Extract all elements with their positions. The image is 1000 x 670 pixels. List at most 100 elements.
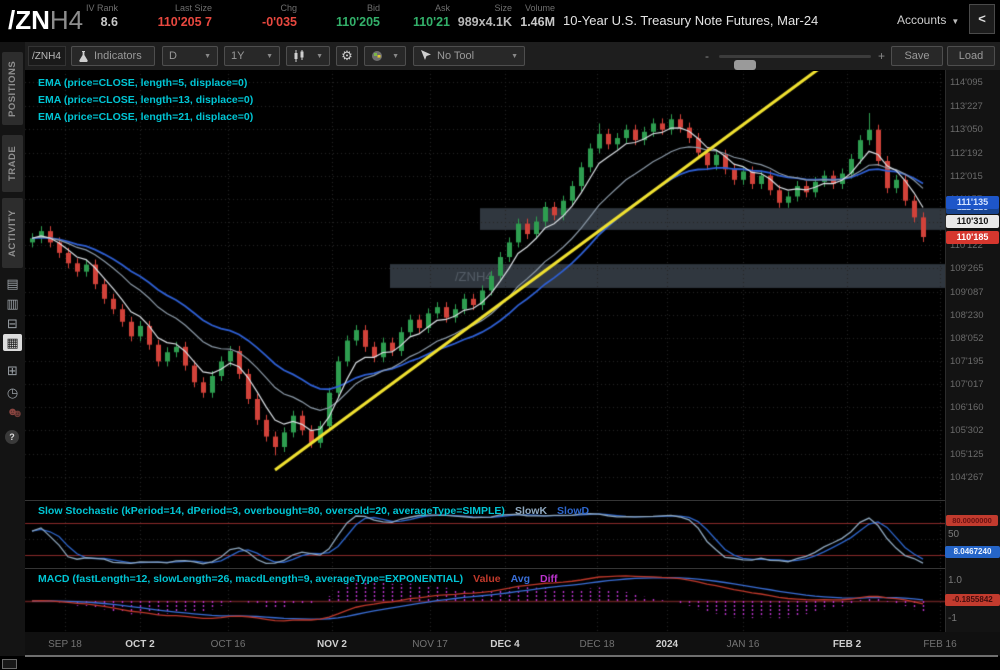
sidebar-tab-trade[interactable]: TRADE bbox=[2, 135, 23, 192]
macd-plot-avg: Avg bbox=[510, 573, 531, 585]
quote-field-value: 1.46M bbox=[520, 15, 555, 29]
drawing-tool-dropdown[interactable]: No Tool ▼ bbox=[413, 46, 525, 66]
sidebar-tab-activity[interactable]: ACTIVITY bbox=[2, 198, 23, 268]
quote-field-last-size: Last Size 110'205 7 bbox=[112, 3, 212, 31]
quote-field-ask: Ask 110'21 bbox=[385, 3, 450, 31]
macd-value-badge: -0.1855842 bbox=[945, 594, 1000, 606]
sidebar-tab-positions[interactable]: POSITIONS bbox=[2, 52, 23, 125]
ema5-bubble: 110'310 bbox=[946, 214, 999, 228]
stochastic-study-label[interactable]: Slow Stochastic (kPeriod=14, dPeriod=3, … bbox=[38, 505, 590, 517]
time-axis-label: JAN 16 bbox=[726, 639, 760, 650]
chart-style-dropdown[interactable]: ▼ bbox=[364, 46, 406, 66]
symbol-title: /ZNH4 bbox=[8, 5, 83, 36]
time-axis-label: OCT 16 bbox=[210, 639, 246, 650]
quote-field-chg: Chg -0'035 bbox=[217, 3, 297, 31]
quote-field-volume: Volume 1.46M bbox=[512, 3, 555, 31]
price-axis-label: 106'160 bbox=[950, 402, 984, 414]
ema-label-2[interactable]: EMA (price=CLOSE, length=21, displace=0) bbox=[38, 111, 254, 123]
quote-field-label: Bid bbox=[366, 3, 380, 13]
stats-icon[interactable]: ▥ bbox=[6, 296, 19, 311]
chart-settings-button[interactable]: ⚙ bbox=[336, 46, 358, 66]
panel-divider[interactable] bbox=[25, 500, 1000, 501]
quote-field-value: 110'205 7 bbox=[157, 15, 212, 29]
chevron-down-icon: ▼ bbox=[204, 52, 211, 60]
price-axis-label: 112'192 bbox=[950, 147, 983, 159]
chevron-down-icon: ▼ bbox=[316, 52, 323, 60]
price-axis-label: 105'125 bbox=[950, 448, 984, 460]
time-axis-label: DEC 4 bbox=[490, 639, 520, 650]
quote-field-label: Size bbox=[494, 3, 512, 13]
cursor-icon bbox=[421, 50, 431, 60]
ema-label-0[interactable]: EMA (price=CLOSE, length=5, displace=0) bbox=[38, 77, 248, 89]
chart-icon[interactable]: ▦ bbox=[3, 334, 22, 351]
time-axis[interactable]: SEP 18 OCT 2 OCT 16 NOV 2 NOV 17 DEC 4 DEC 18 2… bbox=[25, 632, 1000, 656]
gear-icon: ⚙ bbox=[341, 48, 353, 63]
chevron-down-icon: ▼ bbox=[511, 52, 518, 60]
quote-field-value: 110'205 bbox=[336, 15, 380, 29]
ema13-bubble: 111'135 bbox=[946, 195, 999, 209]
macd-top-label: 1.0 bbox=[948, 575, 962, 586]
quote-field-value: 8.6 bbox=[100, 15, 118, 29]
collapse-panel-button[interactable]: < bbox=[969, 4, 995, 34]
macd-plot-value: Value bbox=[473, 573, 501, 585]
macd-study-label[interactable]: MACD (fastLength=12, slowLength=26, macd… bbox=[38, 573, 558, 585]
panel-divider[interactable] bbox=[25, 568, 1000, 569]
zoom-slider-track[interactable] bbox=[719, 55, 871, 70]
price-axis-label: 109'087 bbox=[950, 286, 984, 298]
stoch-plot-slowk: SlowK bbox=[514, 505, 548, 517]
quote-field-value: 110'21 bbox=[412, 15, 450, 29]
chevron-down-icon: ▼ bbox=[266, 52, 273, 60]
price-axis-label: 114'095 bbox=[950, 76, 983, 88]
price-axis-label: 110'122 bbox=[950, 240, 983, 252]
news-icon[interactable]: ▤ bbox=[6, 276, 19, 291]
price-axis-label: 105'302 bbox=[950, 425, 984, 437]
people-icon[interactable]: ☻ bbox=[6, 406, 19, 418]
candlestick-chart-icon bbox=[294, 50, 304, 62]
ema-label-1[interactable]: EMA (price=CLOSE, length=13, displace=0) bbox=[38, 94, 254, 106]
time-axis-label: NOV 2 bbox=[316, 639, 347, 650]
grid-icon[interactable]: ⊞ bbox=[7, 363, 18, 378]
quote-field-value: 989x4.1K bbox=[457, 15, 512, 29]
time-axis-label: 2024 bbox=[655, 639, 679, 650]
zoom-slider-handle[interactable] bbox=[734, 60, 756, 70]
price-axis[interactable]: 114'095 113'227 113'050 112'192 112'015 111'1… bbox=[945, 70, 1000, 632]
accounts-menu[interactable]: Accounts ▼ bbox=[897, 13, 960, 27]
indicators-button[interactable]: Indicators bbox=[71, 46, 155, 66]
macd-bottom-label: -1 bbox=[948, 613, 957, 624]
clock-icon[interactable]: ◷ bbox=[6, 385, 19, 400]
time-axis-label: DEC 18 bbox=[579, 639, 615, 650]
help-icon[interactable]: ? bbox=[5, 430, 19, 444]
stoch-value-badge: 8.0467240 bbox=[945, 546, 1000, 558]
flask-icon bbox=[79, 50, 88, 62]
quote-bar: /ZNH4 IV Rank 8.6 Last Size 110'205 7 Chg -0'… bbox=[0, 0, 1000, 43]
quote-field-label: Volume bbox=[524, 3, 555, 13]
zoom-in-button[interactable]: + bbox=[877, 49, 885, 63]
zoom-out-button[interactable]: - bbox=[705, 49, 709, 63]
load-button[interactable]: Load bbox=[947, 46, 995, 66]
quote-field-label: Ask bbox=[434, 3, 450, 13]
quote-field-iv-rank: IV Rank 8.6 bbox=[48, 3, 118, 31]
time-axis-label: SEP 18 bbox=[48, 639, 82, 650]
timeframe-dropdown[interactable]: D ▼ bbox=[162, 46, 218, 66]
last-price-bubble: 110'185 bbox=[946, 231, 999, 245]
calendar-icon[interactable]: ⊟ bbox=[7, 316, 18, 331]
stoch-mid-label: 50 bbox=[948, 529, 960, 540]
price-axis-label: 108'230 bbox=[950, 309, 984, 321]
symbol-month: H4 bbox=[49, 5, 84, 35]
style-globe-icon bbox=[372, 51, 382, 61]
corner-resize-box[interactable] bbox=[2, 659, 17, 669]
chart-type-dropdown[interactable]: ▼ bbox=[286, 46, 330, 66]
bottom-scroll-line[interactable] bbox=[25, 655, 998, 657]
time-axis-label: FEB 2 bbox=[832, 639, 862, 650]
save-button[interactable]: Save bbox=[891, 46, 943, 66]
symbol-input[interactable]: /ZNH4 bbox=[28, 46, 66, 66]
time-axis-label: OCT 2 bbox=[125, 639, 155, 650]
symbol-root: /ZN bbox=[8, 5, 50, 35]
quote-field-label: Last Size bbox=[174, 3, 212, 13]
quote-field-label: IV Rank bbox=[85, 3, 118, 13]
chevron-down-icon: ▼ bbox=[392, 52, 399, 60]
chart-toolbar: /ZNH4 Indicators D ▼ 1Y ▼ ▼ ⚙ ▼ No Tool ▼ -… bbox=[25, 42, 1000, 71]
range-dropdown[interactable]: 1Y ▼ bbox=[224, 46, 280, 66]
price-axis-label: 108'052 bbox=[950, 332, 984, 344]
